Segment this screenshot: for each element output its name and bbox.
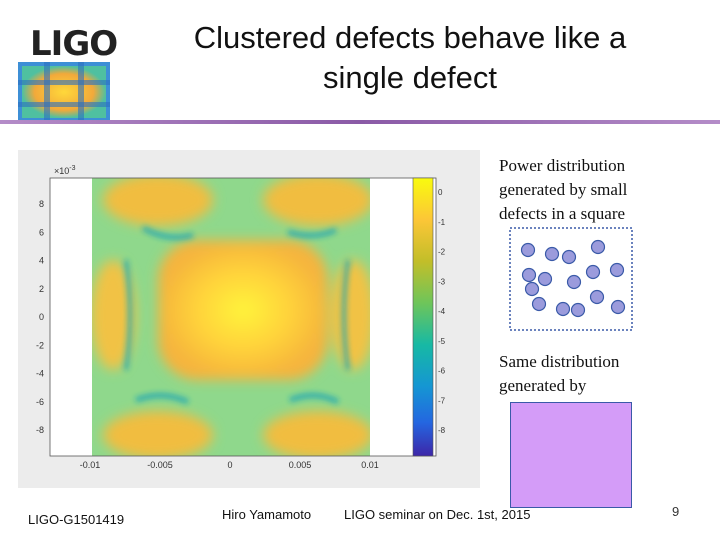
defect-dot bbox=[589, 289, 605, 305]
colorbar-tick-labels: 0 -1 -2 -3 -4 -5 -6 -7 -8 bbox=[438, 188, 446, 435]
defect-dot bbox=[590, 239, 606, 255]
ligo-logo: LIGO bbox=[30, 24, 118, 64]
defect-dot bbox=[555, 301, 571, 317]
description-same-distribution: Same distribution generated by bbox=[499, 350, 619, 398]
axis-exponent: ×10-3 bbox=[54, 165, 76, 176]
text2-line2: generated by bbox=[499, 376, 587, 395]
defect-dot bbox=[520, 242, 536, 258]
y-tick-label: 4 bbox=[39, 256, 44, 266]
footer-event: LIGO seminar on Dec. 1st, 2015 bbox=[344, 507, 531, 522]
y-tick-label: -4 bbox=[36, 369, 44, 379]
defect-dot bbox=[544, 246, 560, 262]
defect-dot bbox=[561, 249, 577, 265]
x-tick-label: 0.005 bbox=[289, 460, 312, 470]
defect-dot bbox=[570, 302, 586, 318]
x-tick-labels: -0.01 -0.005 0 0.005 0.01 bbox=[80, 460, 379, 470]
text1-line3: defects in a square bbox=[499, 204, 626, 223]
page-number: 9 bbox=[672, 504, 680, 519]
text1-line2: generated by small bbox=[499, 180, 628, 199]
colorbar-tick-label: -5 bbox=[438, 337, 446, 346]
y-tick-label: 8 bbox=[39, 199, 44, 209]
defect-dot bbox=[524, 281, 540, 297]
defect-dot bbox=[531, 296, 547, 312]
colorbar-tick-label: 0 bbox=[438, 188, 443, 197]
colorbar-tick-label: -7 bbox=[438, 396, 446, 405]
defect-dot bbox=[610, 299, 626, 315]
defect-dot bbox=[585, 264, 601, 280]
colorbar-tick-label: -3 bbox=[438, 277, 446, 286]
logo-thumbnail bbox=[18, 62, 110, 122]
text2-line1: Same distribution bbox=[499, 352, 620, 371]
y-tick-label: 2 bbox=[39, 284, 44, 294]
y-tick-label: -6 bbox=[36, 397, 44, 407]
colorbar-tick-label: -4 bbox=[438, 307, 446, 316]
defect-dot bbox=[537, 271, 553, 287]
description-power-distribution: Power distribution generated by small de… bbox=[499, 154, 627, 226]
x-tick-label: 0 bbox=[227, 460, 232, 470]
small-defects-diagram bbox=[509, 227, 633, 331]
footer-author: Hiro Yamamoto bbox=[222, 507, 312, 522]
single-defect-square bbox=[510, 402, 632, 508]
plot-frame bbox=[49, 177, 437, 457]
colorbar bbox=[412, 177, 434, 457]
slide-title: Clustered defects behave like a single d… bbox=[150, 18, 670, 98]
colorbar-tick-label: -8 bbox=[438, 426, 446, 435]
x-tick-label: -0.01 bbox=[80, 460, 101, 470]
colorbar-tick-label: -1 bbox=[438, 218, 446, 227]
colorbar-tick-label: -2 bbox=[438, 248, 446, 257]
title-line-2: single defect bbox=[322, 60, 498, 95]
power-distribution-heatmap: ×10-3 8 6 4 2 0 -2 -4 -6 -8 -0.01 -0.005 0 0.005 0.0… bbox=[18, 150, 480, 488]
colorbar-tick-label: -6 bbox=[438, 367, 446, 376]
footer-document-id: LIGO-G1501419 bbox=[28, 512, 125, 527]
text1-line1: Power distribution bbox=[499, 156, 626, 175]
x-tick-label: 0.01 bbox=[361, 460, 379, 470]
title-line-1: Clustered defects behave like a bbox=[193, 20, 627, 55]
y-tick-label: 6 bbox=[39, 227, 44, 237]
y-tick-label: 0 bbox=[39, 312, 44, 322]
heatmap-image bbox=[50, 178, 436, 456]
header-divider bbox=[0, 120, 720, 124]
y-tick-labels: 8 6 4 2 0 -2 -4 -6 -8 bbox=[36, 199, 44, 435]
y-tick-label: -8 bbox=[36, 425, 44, 435]
y-tick-label: -2 bbox=[36, 340, 44, 350]
x-tick-label: -0.005 bbox=[147, 460, 173, 470]
defect-dot bbox=[609, 262, 625, 278]
defect-dot bbox=[566, 274, 582, 290]
defect-dot bbox=[521, 267, 537, 283]
